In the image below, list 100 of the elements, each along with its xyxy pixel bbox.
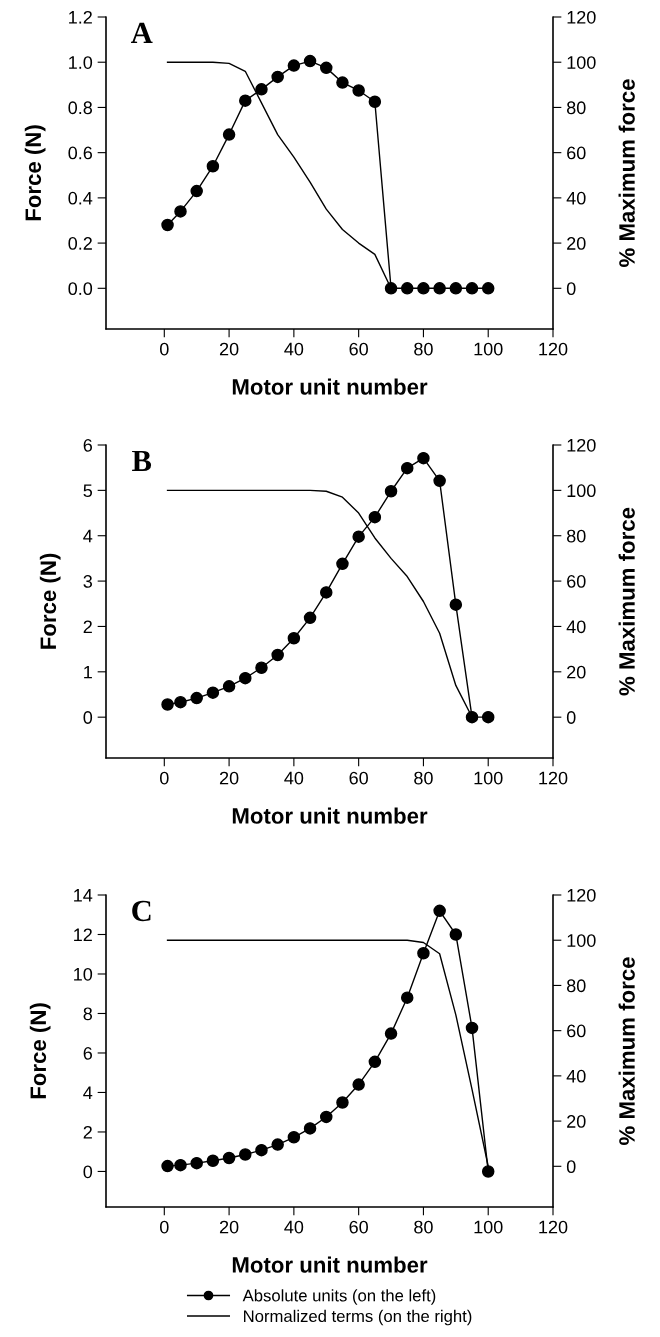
y2-tick-label: 80 — [566, 101, 586, 115]
point — [417, 451, 430, 465]
y2-tick-label: 0 — [566, 711, 576, 724]
y-tick-label: 8 — [83, 1007, 93, 1021]
point — [400, 991, 414, 1004]
x-tick-label: 20 — [219, 342, 239, 356]
point — [239, 671, 252, 685]
point — [320, 1110, 333, 1124]
point — [303, 611, 317, 625]
y-tick-label: 14 — [74, 889, 93, 902]
point — [255, 83, 268, 96]
point — [190, 691, 203, 705]
point — [336, 1096, 349, 1109]
y2-tick-label: 120 — [567, 888, 596, 902]
y2-tick-label: 40 — [566, 191, 586, 205]
x-tick-label: 60 — [349, 1220, 368, 1234]
point — [255, 1143, 268, 1157]
point — [287, 631, 301, 645]
x-tick-label: 0 — [159, 342, 169, 356]
x-tick-label: 100 — [474, 1220, 503, 1234]
y-axis-title: Force (N) — [24, 125, 46, 221]
y-tick-label: 0.4 — [68, 191, 93, 205]
y2-tick-label: 20 — [567, 665, 586, 679]
point — [161, 1159, 174, 1173]
y-tick-label: 1.0 — [69, 56, 93, 69]
point — [352, 530, 365, 543]
chart-title: A — [131, 22, 153, 43]
y2-tick-label: 40 — [566, 1069, 586, 1083]
x-tick-label: 80 — [414, 342, 433, 356]
point — [384, 485, 398, 498]
point — [206, 1154, 220, 1168]
point — [161, 698, 174, 711]
y2-tick-label: 60 — [567, 146, 586, 160]
x-tick-label: 0 — [159, 1220, 169, 1234]
point — [271, 1138, 284, 1151]
point — [465, 710, 479, 724]
y-axis-title: Force (N) — [39, 553, 61, 649]
x-tick-label: 80 — [414, 771, 433, 785]
y-tick-label: 0.2 — [68, 237, 92, 250]
x-tick-label: 80 — [414, 1220, 433, 1234]
point — [222, 680, 236, 693]
point — [417, 282, 430, 295]
y-tick-label: 6 — [83, 1046, 93, 1060]
y-tick-label: 0.0 — [68, 282, 93, 296]
point — [368, 510, 382, 524]
y2-tick-label: 60 — [567, 575, 586, 588]
y-tick-label: 4 — [83, 529, 93, 543]
y2-tick-label: 20 — [567, 237, 586, 250]
point — [303, 1122, 317, 1135]
point — [174, 695, 187, 709]
x-tick-label: 40 — [284, 771, 304, 785]
point — [222, 1151, 236, 1165]
y2-tick-label: 120 — [567, 10, 596, 24]
point — [481, 282, 495, 295]
point — [190, 184, 203, 198]
point — [352, 1078, 365, 1091]
point — [271, 70, 284, 84]
x-tick-label: 0 — [159, 771, 169, 785]
x-tick-label: 60 — [349, 771, 368, 785]
point — [417, 947, 430, 960]
y-tick-label: 10 — [74, 967, 93, 981]
point — [400, 461, 414, 475]
y2-axis-title: % Maximum force — [618, 957, 635, 1145]
legend-label: Absolute units (on the left) — [242, 1289, 436, 1305]
chart-title: B — [132, 450, 152, 471]
x-tick-label: 20 — [219, 1220, 239, 1234]
point — [465, 282, 479, 295]
point — [174, 1158, 187, 1172]
y-tick-label: 3 — [83, 575, 93, 588]
y2-tick-label: 20 — [567, 1115, 586, 1128]
point — [368, 1055, 382, 1069]
point — [206, 686, 220, 699]
point — [368, 95, 382, 109]
x-axis-title: Motor unit number — [232, 378, 428, 395]
point — [352, 84, 365, 97]
point — [336, 557, 349, 571]
point — [449, 928, 463, 941]
y-tick-label: 0 — [83, 1165, 93, 1179]
point — [400, 282, 414, 295]
y-axis-title: Force (N) — [29, 1003, 51, 1099]
point — [255, 661, 268, 674]
y-tick-label: 5 — [83, 484, 93, 498]
point — [287, 59, 301, 72]
point — [271, 648, 284, 662]
y2-tick-label: 0 — [566, 1160, 576, 1174]
point — [320, 61, 333, 75]
point — [222, 128, 236, 141]
y-tick-label: 0.8 — [68, 101, 93, 115]
point — [174, 205, 187, 218]
point — [465, 1021, 479, 1035]
point — [303, 54, 317, 68]
point — [239, 94, 252, 107]
x-tick-label: 100 — [474, 771, 503, 785]
y-tick-label: 6 — [83, 438, 93, 452]
point — [287, 1131, 301, 1144]
x-tick-label: 100 — [474, 342, 503, 356]
point — [206, 159, 220, 173]
point — [433, 474, 446, 488]
y-tick-label: 2 — [83, 620, 92, 633]
x-tick-label: 120 — [539, 342, 568, 356]
